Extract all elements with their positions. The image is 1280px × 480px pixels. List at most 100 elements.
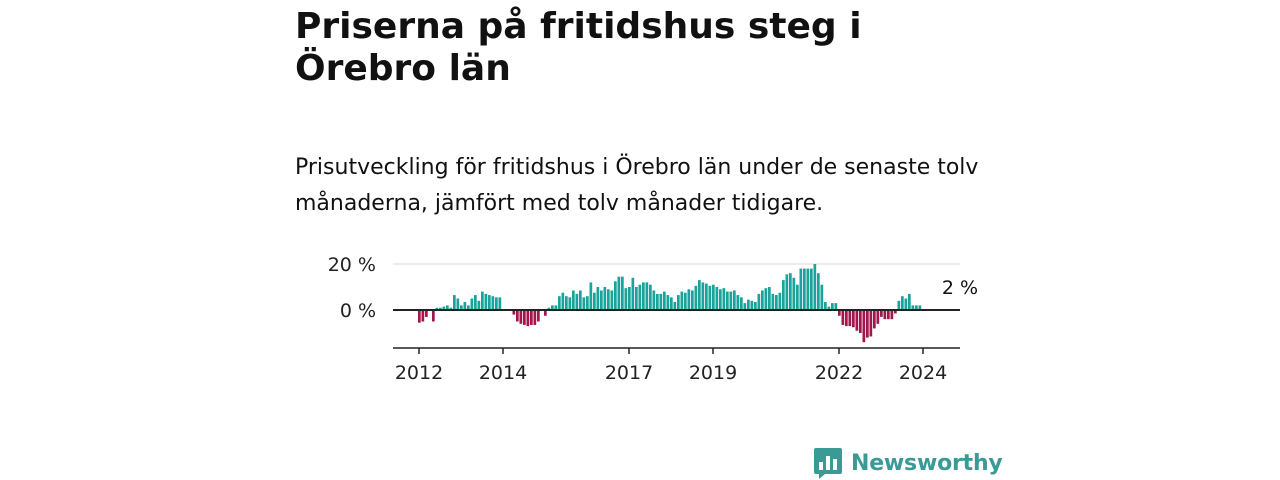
bar xyxy=(670,297,673,310)
bar xyxy=(631,277,635,310)
bar xyxy=(575,293,579,310)
bar xyxy=(624,288,628,310)
x-axis-ticks: 2012 2014 2017 2019 2022 2024 xyxy=(395,348,947,384)
bar xyxy=(628,287,631,310)
bar xyxy=(642,282,645,310)
last-value-annotation: 2 % xyxy=(942,277,978,299)
bar xyxy=(775,295,778,310)
bar xyxy=(852,310,855,328)
bar xyxy=(565,296,568,310)
bar xyxy=(551,305,554,310)
bar xyxy=(684,292,687,310)
bar xyxy=(495,297,498,310)
bar xyxy=(908,293,911,310)
bar xyxy=(771,293,775,310)
bar xyxy=(673,301,677,310)
bar xyxy=(705,283,708,310)
bar xyxy=(561,292,565,310)
bar xyxy=(722,288,726,310)
x-tick-label: 2017 xyxy=(605,362,653,384)
bar xyxy=(733,290,736,310)
bar xyxy=(768,287,771,310)
bar xyxy=(614,281,617,310)
bar xyxy=(572,290,575,310)
bar xyxy=(666,295,670,310)
bar xyxy=(453,295,456,310)
bar xyxy=(883,310,887,320)
bar xyxy=(785,274,789,310)
bar xyxy=(817,273,820,310)
bar xyxy=(656,293,659,310)
bar xyxy=(915,305,918,310)
newsworthy-logo: Newsworthy xyxy=(813,446,1003,480)
bar xyxy=(484,293,488,310)
x-tick-label: 2019 xyxy=(689,362,737,384)
bar xyxy=(859,310,862,333)
bar xyxy=(638,284,642,310)
bar xyxy=(750,300,754,310)
bar xyxy=(897,300,901,310)
bar xyxy=(586,296,589,310)
bar xyxy=(477,300,481,310)
bar xyxy=(901,296,904,310)
bar xyxy=(593,292,596,310)
bar xyxy=(799,268,803,310)
bar xyxy=(533,310,537,325)
bar xyxy=(568,297,572,310)
bar xyxy=(698,280,701,310)
bar xyxy=(694,285,698,310)
bar xyxy=(820,284,824,310)
bar xyxy=(498,297,502,310)
bar xyxy=(862,310,866,343)
bar xyxy=(659,293,663,310)
bar xyxy=(680,291,684,310)
x-tick-label: 2012 xyxy=(395,362,443,384)
bar xyxy=(810,268,813,310)
bar xyxy=(617,276,621,310)
bar xyxy=(803,268,806,310)
bar xyxy=(544,310,547,316)
bar xyxy=(512,310,516,315)
bar xyxy=(824,301,827,310)
bar xyxy=(418,310,421,323)
bar xyxy=(904,298,908,310)
bar xyxy=(607,289,610,310)
bar xyxy=(806,268,810,310)
bar xyxy=(719,289,722,310)
bar xyxy=(663,291,666,310)
x-tick-label: 2024 xyxy=(899,362,947,384)
bar xyxy=(782,280,785,310)
bar xyxy=(845,310,848,327)
x-tick-label: 2022 xyxy=(815,362,863,384)
bars xyxy=(418,264,922,343)
bar xyxy=(603,287,607,310)
brand-name: Newsworthy xyxy=(851,450,1003,476)
bar xyxy=(876,310,880,324)
bar xyxy=(841,310,845,325)
bar xyxy=(474,295,477,310)
bar xyxy=(439,307,442,310)
bar xyxy=(848,310,852,327)
bar xyxy=(792,277,796,310)
bar xyxy=(761,290,764,310)
bar xyxy=(754,301,757,310)
bar xyxy=(435,307,439,310)
bar xyxy=(778,292,782,310)
bar xyxy=(456,298,460,310)
bar xyxy=(890,310,894,320)
bar xyxy=(526,310,530,327)
y-tick-label: 0 % xyxy=(340,300,376,322)
bar xyxy=(701,282,705,310)
bar xyxy=(764,288,768,310)
bar xyxy=(834,303,838,310)
bar xyxy=(582,297,586,310)
bar xyxy=(866,310,869,338)
x-tick-label: 2014 xyxy=(479,362,527,384)
bar xyxy=(873,310,876,329)
bar xyxy=(813,264,817,310)
bar xyxy=(743,303,747,310)
bar xyxy=(463,301,467,310)
bar xyxy=(796,284,799,310)
bar xyxy=(600,290,603,310)
bar xyxy=(757,293,761,310)
